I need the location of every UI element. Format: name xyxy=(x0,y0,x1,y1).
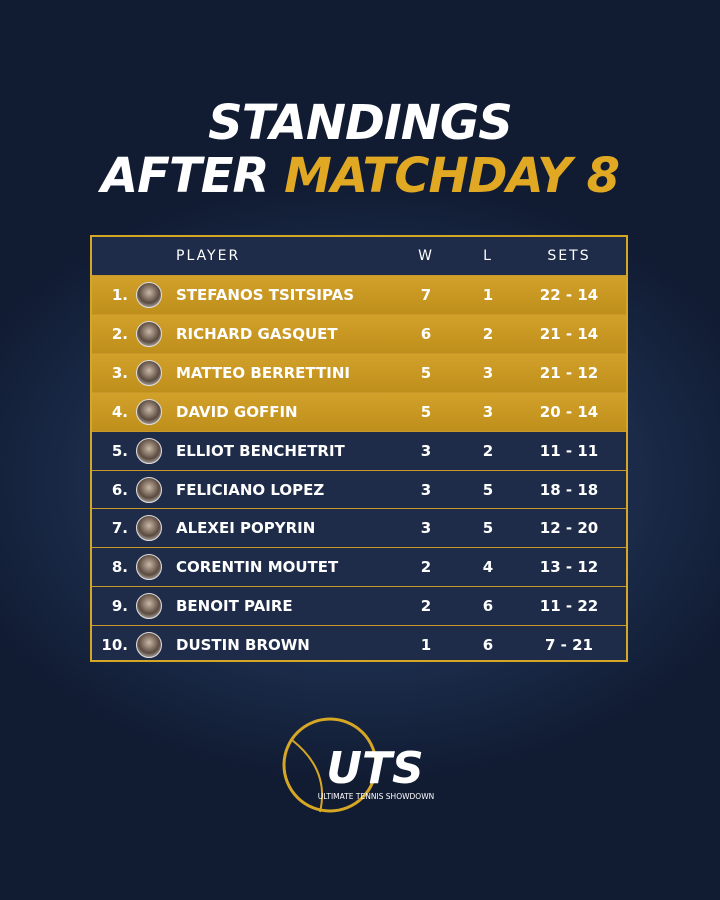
logo-seam xyxy=(291,739,324,813)
losses: 5 xyxy=(482,519,494,538)
rank: 2. xyxy=(111,324,128,343)
title-line2: AFTER MATCHDAY 8 xyxy=(0,148,720,204)
logo-mark: UTS xyxy=(326,743,423,794)
table-row: 8. CORENTIN MOUTET 2 4 13 - 12 xyxy=(92,547,626,586)
wins: 3 xyxy=(420,441,432,460)
player-avatar xyxy=(136,554,162,581)
player-avatar xyxy=(136,593,162,620)
sets: 21 - 14 xyxy=(539,324,599,343)
losses: 6 xyxy=(482,597,494,616)
sets: 20 - 14 xyxy=(539,402,599,421)
losses: 3 xyxy=(482,402,494,421)
column-header: PLAYER xyxy=(176,248,241,264)
player-avatar xyxy=(136,282,162,308)
sets: 21 - 12 xyxy=(539,363,599,382)
table-row: 2. RICHARD GASQUET 6 2 21 - 14 xyxy=(92,313,626,353)
player-name: MATTEO BERRETTINI xyxy=(176,363,350,382)
losses: 2 xyxy=(482,441,494,460)
player-avatar xyxy=(136,632,162,659)
losses: 2 xyxy=(482,324,494,343)
wins: 2 xyxy=(420,597,432,616)
table-row: 6. FELICIANO LOPEZ 3 5 18 - 18 xyxy=(92,469,626,509)
player-avatar xyxy=(136,476,162,503)
column-header: W xyxy=(418,248,434,264)
wins: 3 xyxy=(420,480,432,499)
player-avatar xyxy=(136,398,162,425)
losses: 1 xyxy=(482,286,494,304)
title-line1: STANDINGS xyxy=(208,95,513,151)
player-name: ALEXEI POPYRIN xyxy=(176,519,316,538)
wins: 3 xyxy=(420,519,432,538)
sets: 12 - 20 xyxy=(539,519,599,538)
player-name: ELLIOT BENCHETRIT xyxy=(176,441,345,460)
table-row: 7. ALEXEI POPYRIN 3 5 12 - 20 xyxy=(92,508,626,547)
sets: 11 - 22 xyxy=(539,597,599,616)
header-row: PLAYER W L SETS xyxy=(92,237,626,275)
table-row: 4. DAVID GOFFIN 5 3 20 - 14 xyxy=(92,391,626,431)
table-row: 10. DUSTIN BROWN 1 6 7 - 21 xyxy=(92,625,626,664)
table-row: 5. ELLIOT BENCHETRIT 3 2 11 - 11 xyxy=(92,430,626,470)
sets: 7 - 21 xyxy=(545,636,593,655)
table-row: 3. MATTEO BERRETTINI 5 3 21 - 12 xyxy=(92,352,626,392)
losses: 4 xyxy=(482,558,494,577)
wins: 2 xyxy=(420,558,432,577)
logo-ring xyxy=(282,717,378,813)
sets: 13 - 12 xyxy=(539,558,599,577)
rank: 4. xyxy=(111,402,128,421)
player-name: RICHARD GASQUET xyxy=(176,324,338,343)
title-after: AFTER xyxy=(101,148,269,204)
player-avatar xyxy=(136,515,162,542)
rank: 5. xyxy=(111,441,128,460)
rank: 10. xyxy=(101,636,128,655)
wins: 1 xyxy=(420,636,432,655)
rank: 3. xyxy=(111,363,128,382)
table-row: 9. BENOIT PAIRE 2 6 11 - 22 xyxy=(92,586,626,625)
player-avatar xyxy=(136,437,162,464)
rank: 1. xyxy=(111,286,128,304)
rank: 9. xyxy=(111,597,128,616)
title-matchday: MATCHDAY 8 xyxy=(284,148,620,204)
rank: 7. xyxy=(111,519,128,538)
wins: 7 xyxy=(420,286,432,304)
rank: 8. xyxy=(111,558,128,577)
rank: 6. xyxy=(111,480,128,499)
losses: 3 xyxy=(482,363,494,382)
player-name: DUSTIN BROWN xyxy=(176,636,310,655)
player-avatar xyxy=(136,320,162,347)
player-name: FELICIANO LOPEZ xyxy=(176,480,325,499)
table-row: 1. STEFANOS TSITSIPAS 7 1 22 - 14 xyxy=(92,275,626,314)
wins: 5 xyxy=(420,402,432,421)
losses: 6 xyxy=(482,636,494,655)
sets: 11 - 11 xyxy=(539,441,599,460)
losses: 5 xyxy=(482,480,494,499)
standings-table: PLAYER W L SETS 1. STEFANOS TSITSIPAS 7 1 22 - 1… xyxy=(90,235,628,662)
logo-tagline: ULTIMATE TENNIS SHOWDOWN xyxy=(318,792,434,801)
wins: 6 xyxy=(420,324,432,343)
sets: 18 - 18 xyxy=(539,480,599,499)
player-avatar xyxy=(136,359,162,386)
sets: 22 - 14 xyxy=(539,286,599,304)
column-header: L xyxy=(483,248,493,264)
player-name: DAVID GOFFIN xyxy=(176,402,298,421)
player-name: BENOIT PAIRE xyxy=(176,597,293,616)
column-header: SETS xyxy=(547,248,591,264)
wins: 5 xyxy=(420,363,432,382)
player-name: STEFANOS TSITSIPAS xyxy=(176,286,355,304)
player-name: CORENTIN MOUTET xyxy=(176,558,339,577)
